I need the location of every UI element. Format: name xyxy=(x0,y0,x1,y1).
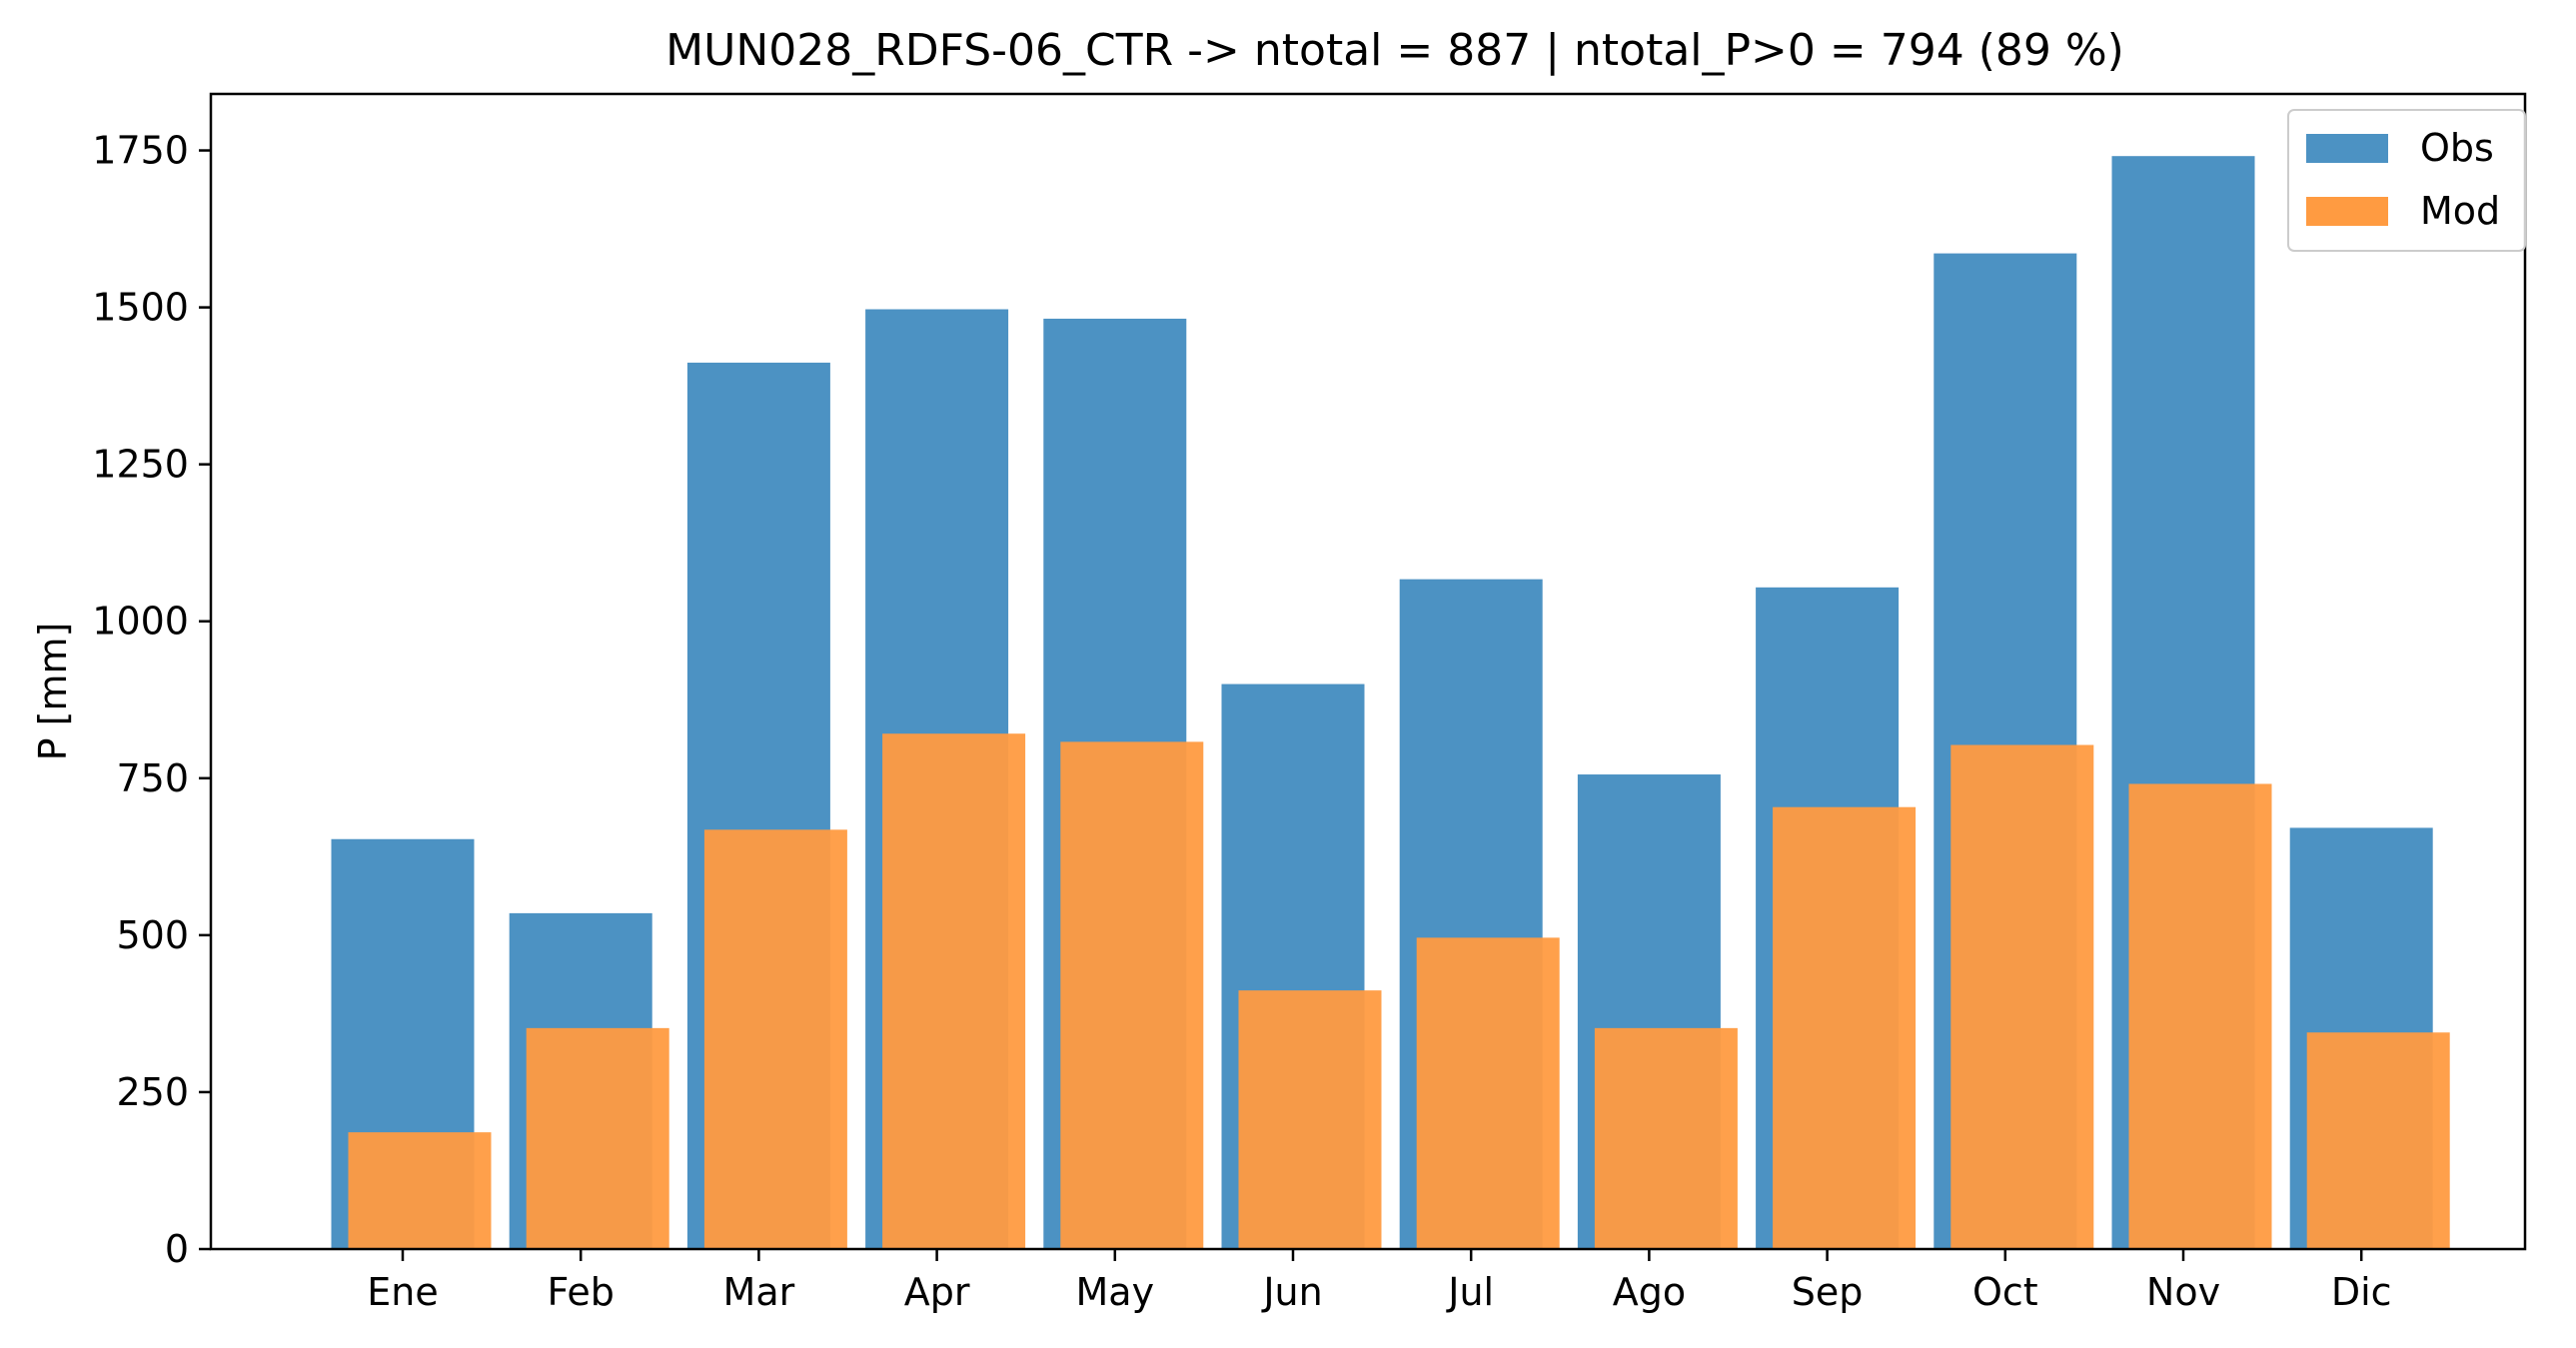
legend-swatch-mod xyxy=(2306,197,2388,226)
x-axis: Ene Feb Mar Apr May Jun Jul Ago Sep Oct Nov Dic xyxy=(367,1249,2392,1314)
x-tick-label-mar: Mar xyxy=(723,1270,795,1314)
legend-swatch-obs xyxy=(2306,134,2388,163)
x-tick-label-oct: Oct xyxy=(1972,1270,2038,1314)
legend-label-obs: Obs xyxy=(2420,126,2494,170)
chart-title: MUN028_RDFS-06_CTR -> ntotal = 887 | nto… xyxy=(665,25,2124,76)
x-tick-label-ago: Ago xyxy=(1613,1270,1686,1314)
x-tick-label-may: May xyxy=(1076,1270,1155,1314)
y-tick-label: 1750 xyxy=(92,129,189,173)
x-tick-label-feb: Feb xyxy=(548,1270,615,1314)
y-axis-label: P [mm] xyxy=(31,623,75,761)
x-tick-label-ene: Ene xyxy=(367,1270,438,1314)
y-tick-label: 1250 xyxy=(92,443,189,487)
bar-mod-feb xyxy=(526,1027,669,1249)
bar-mod-apr xyxy=(882,733,1026,1249)
bar-mod-may xyxy=(1060,741,1204,1249)
x-tick-label-apr: Apr xyxy=(904,1270,970,1314)
legend: Obs Mod xyxy=(2287,109,2526,252)
y-tick-label: 750 xyxy=(116,756,189,800)
y-tick-label: 1000 xyxy=(92,600,189,644)
bar-mod-nov xyxy=(2128,783,2272,1249)
bar-mod-dic xyxy=(2306,1032,2450,1249)
y-tick-label: 500 xyxy=(116,913,189,957)
bar-mod-jun xyxy=(1238,990,1382,1249)
y-tick-label: 1500 xyxy=(92,286,189,330)
x-tick-label-dic: Dic xyxy=(2331,1270,2392,1314)
x-tick-label-nov: Nov xyxy=(2146,1270,2220,1314)
plot-frame xyxy=(209,92,2527,1251)
legend-label-mod: Mod xyxy=(2420,189,2500,233)
y-axis: 0 250 500 750 1000 1250 1500 1750 xyxy=(92,129,211,1271)
bar-mod-ene xyxy=(348,1132,492,1249)
mod-bars-group xyxy=(348,733,2450,1249)
bar-mod-oct xyxy=(1950,744,2094,1249)
bar-mod-jul xyxy=(1416,937,1560,1249)
y-tick-label: 250 xyxy=(116,1070,189,1114)
bar-mod-sep xyxy=(1773,806,1917,1249)
x-tick-label-sep: Sep xyxy=(1792,1270,1864,1314)
bar-mod-ago xyxy=(1594,1027,1738,1249)
y-tick-label: 0 xyxy=(165,1227,189,1271)
x-tick-label-jun: Jun xyxy=(1261,1270,1322,1314)
bar-mod-mar xyxy=(703,829,847,1249)
x-tick-label-jul: Jul xyxy=(1446,1270,1494,1314)
